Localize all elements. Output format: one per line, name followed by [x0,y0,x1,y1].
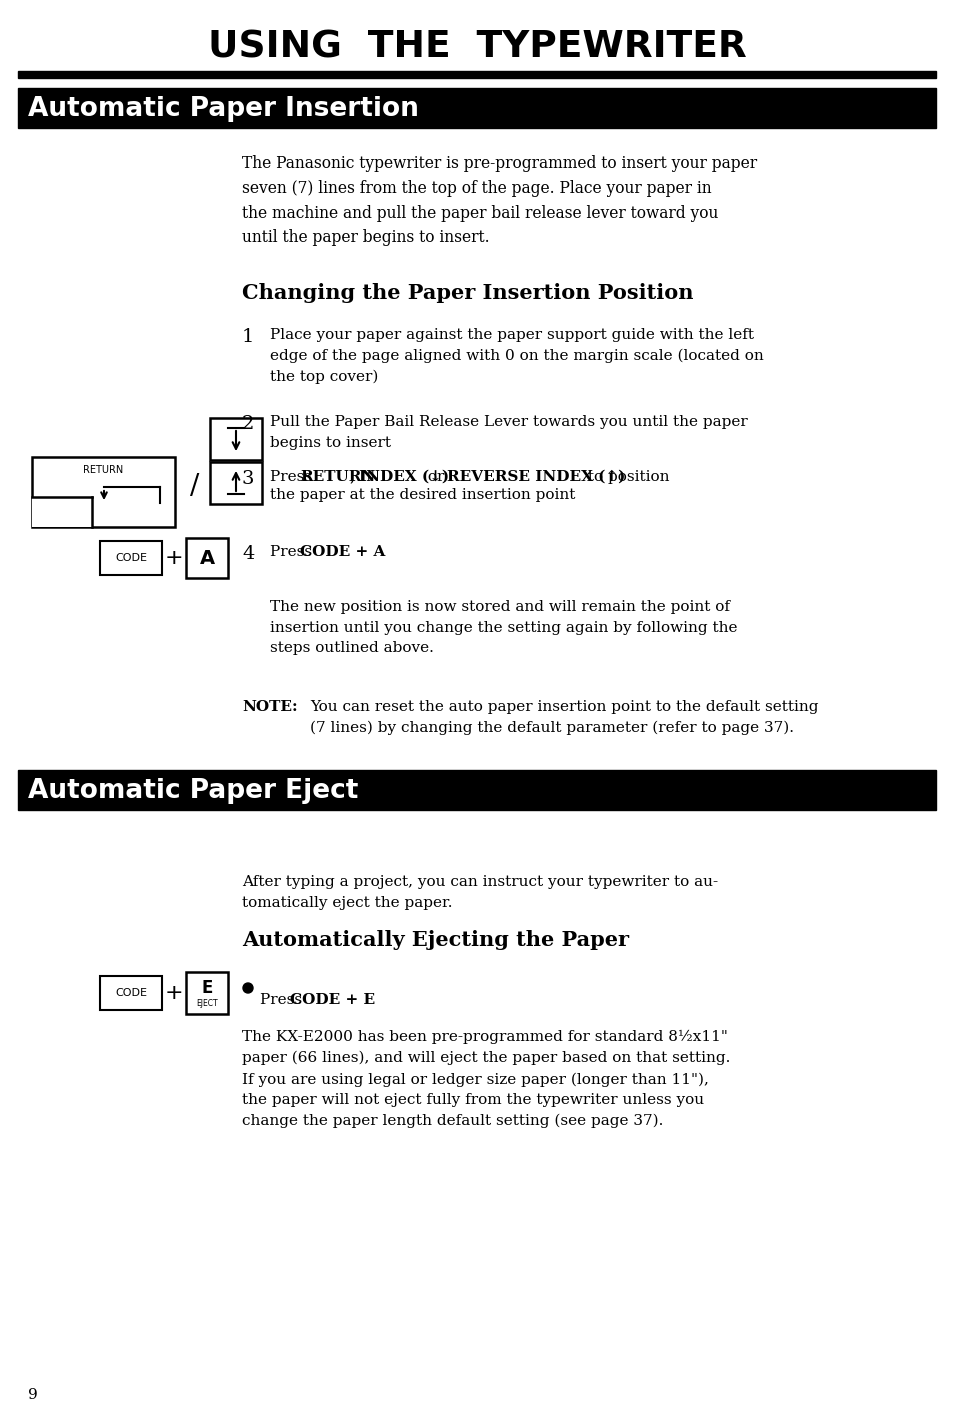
Text: Press: Press [270,545,316,559]
Text: E: E [201,978,213,997]
Text: USING  THE  TYPEWRITER: USING THE TYPEWRITER [208,30,745,65]
Text: INDEX (↓): INDEX (↓) [358,470,449,484]
Text: Automatically Ejecting the Paper: Automatically Ejecting the Paper [242,930,628,950]
Text: 1: 1 [242,328,254,346]
Text: The Panasonic typewriter is pre-programmed to insert your paper
seven (7) lines : The Panasonic typewriter is pre-programm… [242,155,757,247]
Text: to position: to position [582,470,669,484]
Text: 2: 2 [242,415,254,433]
Text: After typing a project, you can instruct your typewriter to au-
tomatically ejec: After typing a project, you can instruct… [242,875,718,910]
Text: NOTE:: NOTE: [242,700,297,714]
Text: CODE: CODE [115,552,147,562]
Bar [18,88,935,128]
Text: REVERSE INDEX (↑): REVERSE INDEX (↑) [447,470,625,484]
Bar [210,417,262,460]
Text: ,: , [350,470,359,484]
Text: RETURN: RETURN [83,464,124,476]
Text: 3: 3 [242,470,254,488]
Text: CODE: CODE [115,988,147,998]
Text: the paper at the desired insertion point: the paper at the desired insertion point [270,488,575,503]
Text: CODE + E: CODE + E [290,993,375,1007]
Text: Changing the Paper Insertion Position: Changing the Paper Insertion Position [242,283,693,302]
Bar [32,497,91,527]
Text: Automatic Paper Insertion: Automatic Paper Insertion [28,97,418,122]
Bar [186,538,228,578]
Circle shape [243,983,253,993]
Text: A: A [199,548,214,568]
Text: or: or [422,470,449,484]
Text: The new position is now stored and will remain the point of
insertion until you : The new position is now stored and will … [270,601,737,655]
Text: Pull the Paper Bail Release Lever towards you until the paper
begins to insert: Pull the Paper Bail Release Lever toward… [270,415,747,450]
Text: 4: 4 [242,545,254,562]
Text: Automatic Paper Eject: Automatic Paper Eject [28,778,358,804]
Text: Press: Press [260,993,307,1007]
Text: RETURN: RETURN [299,470,375,484]
Text: +: + [165,983,183,1003]
Bar [32,457,174,527]
Text: You can reset the auto paper insertion point to the default setting
(7 lines) by: You can reset the auto paper insertion p… [310,700,818,736]
Text: /: / [190,473,199,500]
Text: 9: 9 [28,1387,38,1402]
Text: EJECT: EJECT [196,1000,217,1008]
Bar [18,71,935,78]
Bar [100,541,162,575]
Text: +: + [165,548,183,568]
Bar [18,770,935,809]
Text: CODE + A: CODE + A [299,545,385,559]
Bar [100,976,162,1010]
Text: Place your paper against the paper support guide with the left
edge of the page : Place your paper against the paper suppo… [270,328,763,385]
Text: Press: Press [270,470,316,484]
Bar [210,462,262,504]
Bar [186,973,228,1014]
Text: The KX-E2000 has been pre-programmed for standard 8½x11"
paper (66 lines), and w: The KX-E2000 has been pre-programmed for… [242,1030,730,1129]
